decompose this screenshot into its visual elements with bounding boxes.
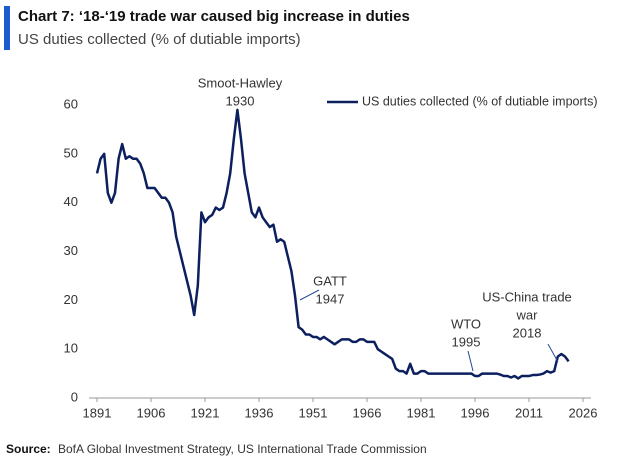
source: BofA Global Investment Strategy, US Inte…	[58, 442, 427, 456]
annotation-pointer	[299, 289, 320, 301]
annotation: 1995	[452, 334, 481, 349]
annotation-pointer	[467, 350, 474, 372]
annotation: WTO	[451, 316, 481, 331]
x-tick-label: 1936	[245, 405, 274, 420]
x-tick-label: 2026	[569, 405, 598, 420]
x-tick-label: 1951	[299, 405, 328, 420]
annotation: war	[516, 307, 539, 322]
y-tick-label: 50	[64, 145, 78, 160]
y-tick-label: 30	[64, 243, 78, 258]
annotation: 2018	[513, 325, 542, 340]
x-tick-label: 2011	[515, 405, 543, 420]
legend-label: US duties collected (% of dutiable impor…	[362, 94, 598, 108]
source-label: Source:	[6, 442, 51, 456]
x-tick-label: 1996	[461, 405, 490, 420]
x-tick-label: 1966	[353, 405, 382, 420]
x-tick-label: 1981	[407, 405, 436, 420]
annotation: 1930	[226, 93, 255, 108]
y-tick-label: 0	[71, 389, 78, 404]
annotation: US-China trade	[482, 289, 572, 304]
annotation: 1947	[316, 291, 345, 306]
y-tick-label: 10	[64, 341, 78, 356]
y-tick-label: 60	[64, 96, 78, 111]
y-tick-label: 40	[64, 194, 78, 209]
annotation: GATT	[313, 273, 347, 288]
x-tick-label: 1921	[191, 405, 220, 420]
x-tick-label: 1906	[137, 405, 166, 420]
title-accent	[4, 6, 10, 50]
annotation: Smoot-Hawley	[198, 75, 283, 90]
chart-subtitle: US duties collected (% of dutiable impor…	[18, 31, 301, 48]
annotation-pointer	[547, 343, 559, 363]
series-line	[95, 108, 570, 380]
x-tick-label: 1891	[83, 405, 112, 420]
y-tick-label: 20	[64, 292, 78, 307]
chart-title: Chart 7: ‘18-‘19 trade war caused big in…	[18, 8, 410, 25]
